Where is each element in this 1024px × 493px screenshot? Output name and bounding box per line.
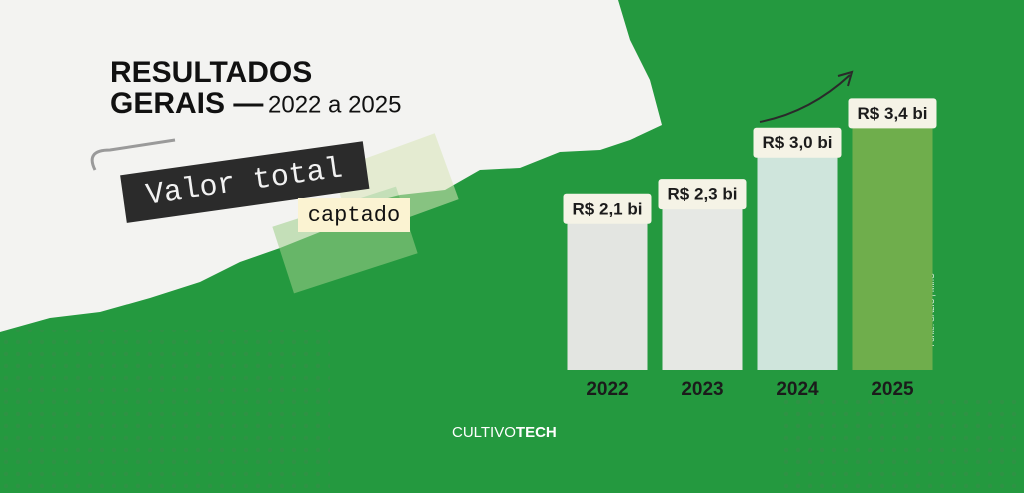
highlight-text: captado	[308, 203, 400, 228]
trend-arrow-head	[837, 70, 854, 87]
brand: CULTIVOTECH	[452, 424, 557, 441]
title-line: RESULTADOS	[110, 56, 312, 89]
value-label-box	[658, 179, 747, 210]
value-label: R$ 2,3 bi	[668, 185, 738, 204]
x-tick-label: 2025	[871, 379, 914, 400]
bar	[662, 201, 743, 370]
subtitle: 2022 a 2025	[268, 91, 401, 118]
value-label: R$ 3,4 bi	[858, 104, 928, 123]
value-label-box	[753, 127, 842, 158]
value-label: R$ 2,1 bi	[573, 199, 643, 218]
x-tick-label: 2024	[776, 379, 819, 400]
value-label-box	[848, 98, 937, 129]
value-label: R$ 3,0 bi	[763, 133, 833, 152]
dot-texture	[0, 330, 330, 493]
x-tick-label: 2023	[681, 379, 723, 400]
bar	[567, 215, 648, 370]
bar	[852, 120, 933, 370]
label-box	[120, 141, 370, 223]
x-tick-label: 2022	[586, 379, 628, 400]
highlight-box	[298, 198, 410, 232]
dot-texture	[780, 400, 1024, 493]
brand-bold: TECH	[516, 424, 557, 441]
paperclip	[90, 138, 176, 171]
brand-light: CULTIVO	[452, 424, 516, 441]
title-line: GERAIS —	[110, 87, 263, 120]
value-label-box	[563, 193, 652, 224]
bar	[757, 149, 838, 370]
trend-arrow	[759, 74, 851, 123]
